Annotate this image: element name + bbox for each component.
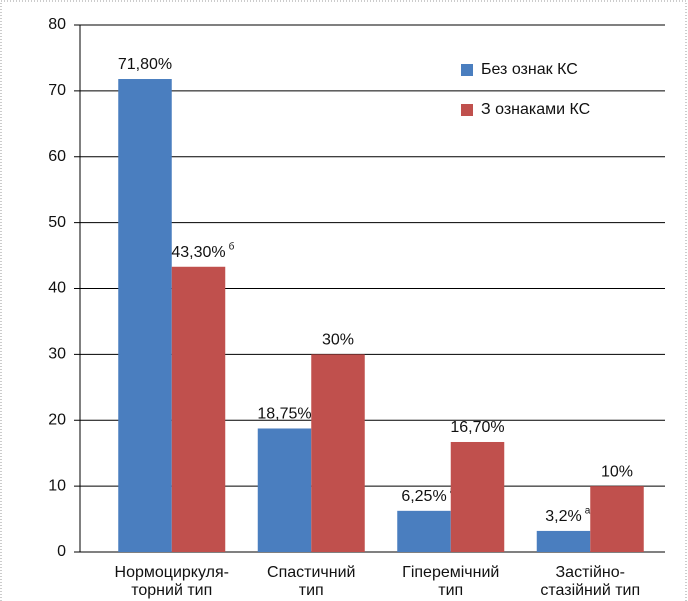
value-label: 30% [322, 332, 354, 349]
y-tick-label: 60 [48, 148, 66, 165]
x-tick-label: Спастичний тип [267, 564, 356, 599]
y-tick-label: 10 [48, 477, 66, 494]
value-label: 16,70% [450, 419, 504, 436]
legend-label: Без ознак КС [481, 61, 578, 78]
value-label: 6,25% [401, 488, 446, 505]
bar [257, 428, 312, 552]
y-tick-label: 50 [48, 214, 66, 231]
value-label: 18,75% [257, 406, 311, 423]
bar [450, 441, 505, 552]
legend-swatch [461, 64, 473, 76]
bar [590, 486, 644, 552]
y-tick-label: 80 [48, 16, 66, 33]
legend-swatch [461, 104, 473, 116]
y-tick-label: 70 [48, 82, 66, 99]
value-label-note: а [585, 506, 591, 517]
y-tick-label: 20 [48, 411, 66, 428]
bar [536, 530, 591, 552]
y-tick-label: 40 [48, 280, 66, 297]
bar [118, 79, 172, 552]
x-tick-label: Застійно- стазійний тип [540, 564, 641, 599]
value-label: 43,30% [171, 244, 225, 261]
x-tick-label: Гіперемічний тип [402, 564, 500, 599]
y-tick-label: 30 [48, 346, 66, 363]
bar [397, 510, 451, 552]
value-label: 3,2% [545, 508, 581, 525]
value-label-note: б [229, 240, 235, 252]
value-label: 10% [601, 463, 633, 480]
legend-label: З ознаками КС [481, 101, 590, 118]
x-tick-label: Нормоциркуля- торний тип [114, 564, 229, 599]
y-tick-label: 0 [57, 543, 66, 560]
bar [171, 266, 226, 552]
bar [311, 354, 365, 552]
value-label: 71,80% [118, 56, 172, 73]
